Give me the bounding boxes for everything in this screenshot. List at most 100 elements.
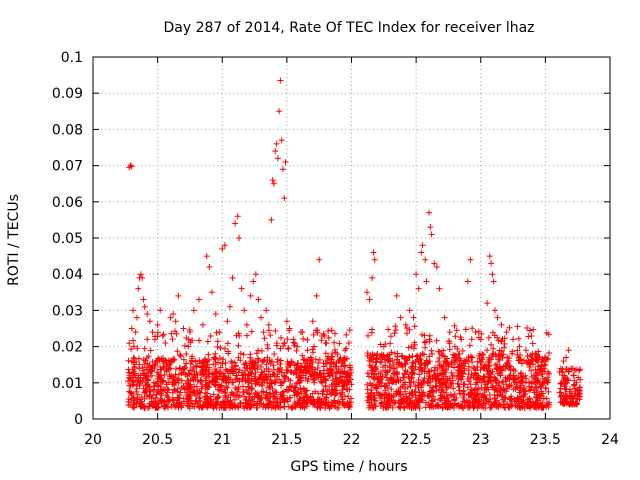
data-point	[464, 278, 471, 285]
data-point	[210, 391, 217, 398]
data-point	[412, 383, 419, 390]
data-point	[135, 285, 142, 292]
data-point	[154, 388, 161, 395]
data-point	[278, 393, 285, 400]
data-point	[283, 318, 290, 325]
data-point	[508, 403, 515, 410]
data-point	[498, 348, 505, 355]
data-point	[218, 388, 225, 395]
data-point	[246, 360, 253, 367]
data-point	[180, 356, 187, 363]
data-point	[125, 402, 132, 409]
data-point	[177, 365, 184, 372]
data-point	[371, 256, 378, 263]
data-point	[382, 356, 389, 363]
data-point	[325, 334, 332, 341]
data-point	[264, 345, 271, 352]
data-point	[477, 390, 484, 397]
data-point	[315, 360, 322, 367]
data-point	[278, 334, 285, 341]
data-point	[126, 340, 133, 347]
data-point	[185, 403, 192, 410]
data-point	[394, 374, 401, 381]
data-point	[502, 395, 509, 402]
data-point	[185, 336, 192, 343]
data-point	[290, 387, 297, 394]
data-point	[335, 398, 342, 405]
data-point	[190, 364, 197, 371]
data-point	[125, 396, 132, 403]
data-point	[269, 177, 276, 184]
data-point	[337, 354, 344, 361]
y-tick-label: 0.06	[52, 195, 83, 211]
data-point	[462, 326, 469, 333]
data-point	[364, 350, 371, 357]
data-point	[483, 396, 490, 403]
data-point	[242, 396, 249, 403]
data-point	[338, 394, 345, 401]
data-point	[441, 353, 448, 360]
data-point	[212, 361, 219, 368]
data-point	[246, 391, 253, 398]
data-point	[171, 386, 178, 393]
data-point	[152, 336, 159, 343]
data-point	[342, 371, 349, 378]
data-point	[431, 260, 438, 267]
data-point	[517, 352, 524, 359]
data-point	[565, 377, 572, 384]
data-point	[196, 337, 203, 344]
data-point	[487, 370, 494, 377]
data-point	[161, 372, 168, 379]
data-point	[504, 385, 511, 392]
data-point	[262, 394, 269, 401]
data-point	[154, 400, 161, 407]
data-point	[180, 325, 187, 332]
data-point	[518, 360, 525, 367]
data-point	[168, 358, 175, 365]
data-point	[451, 343, 458, 350]
data-point	[406, 354, 413, 361]
y-tick-label: 0.07	[52, 159, 83, 175]
data-point	[506, 363, 513, 370]
data-point	[478, 402, 485, 409]
data-point	[491, 395, 498, 402]
data-point	[149, 329, 156, 336]
data-point	[140, 296, 147, 303]
data-point	[422, 362, 429, 369]
data-point	[195, 296, 202, 303]
data-point	[265, 321, 272, 328]
data-point	[191, 368, 198, 375]
data-point	[364, 332, 371, 339]
data-point	[143, 366, 150, 373]
x-tick-label: 23.5	[530, 432, 561, 448]
data-point	[251, 359, 258, 366]
data-point	[166, 361, 173, 368]
data-point	[128, 325, 135, 332]
data-point	[232, 403, 239, 410]
data-point	[422, 344, 429, 351]
data-point	[464, 384, 471, 391]
data-point	[501, 387, 508, 394]
data-point	[392, 379, 399, 386]
data-point	[241, 307, 248, 314]
data-point	[258, 388, 265, 395]
data-point	[212, 355, 219, 362]
data-point	[392, 350, 399, 357]
data-point	[438, 394, 445, 401]
data-point	[271, 350, 278, 357]
data-point	[379, 399, 386, 406]
data-point	[144, 360, 151, 367]
data-point	[135, 355, 142, 362]
data-point	[204, 386, 211, 393]
data-point	[149, 392, 156, 399]
data-point	[490, 278, 497, 285]
data-point	[409, 400, 416, 407]
data-point	[368, 364, 375, 371]
data-point	[262, 374, 269, 381]
data-point	[507, 366, 514, 373]
data-point	[279, 166, 286, 173]
data-point	[166, 371, 173, 378]
data-point	[441, 314, 448, 321]
data-point	[149, 367, 156, 374]
data-point	[506, 324, 513, 331]
